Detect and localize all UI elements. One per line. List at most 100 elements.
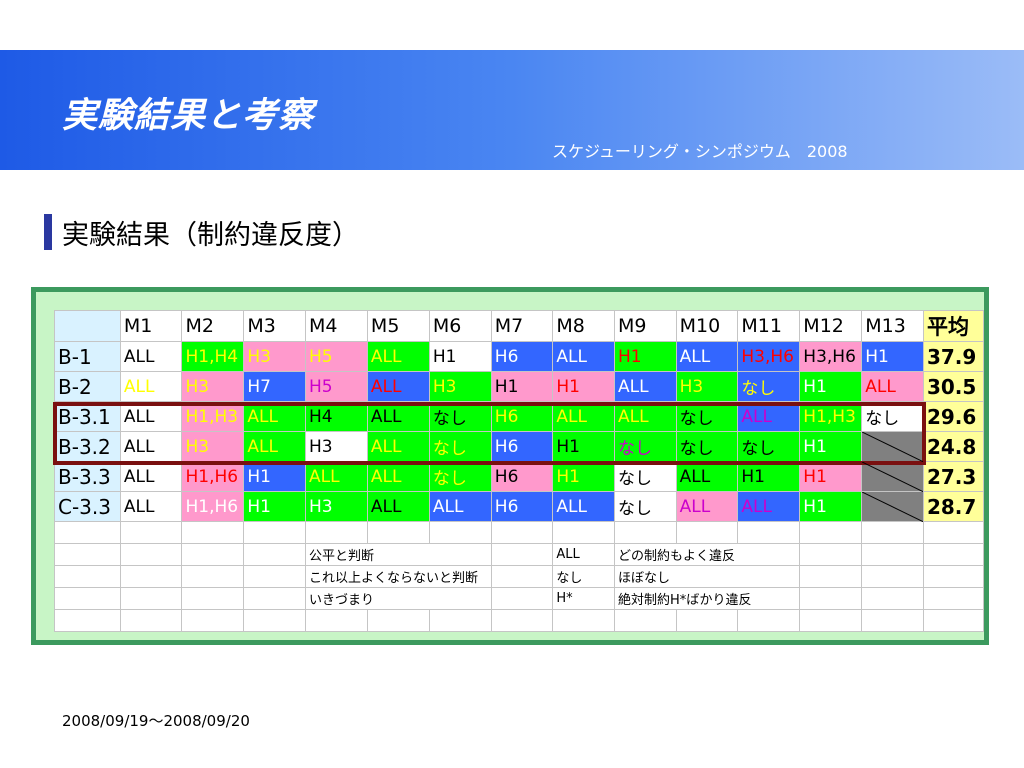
legend-code: ALL xyxy=(552,543,615,566)
empty-cell xyxy=(54,565,121,588)
conference-name: スケジューリング・シンポジウム 2008 xyxy=(552,142,848,161)
result-cell: ALL xyxy=(119,461,183,492)
empty-cell xyxy=(675,609,739,632)
average-cell: 29.6 xyxy=(922,401,985,432)
empty-cell xyxy=(861,609,924,632)
footer-date: 2008/09/19～2008/09/20 xyxy=(62,712,250,730)
table-header-row: M1 M2 M3 M4 M5 M6 M7 M8 M9 M10 M11 M12 M13 平均 xyxy=(54,310,985,342)
result-cell: なし xyxy=(613,461,677,492)
result-cell: ALL xyxy=(119,431,183,462)
row-label: B-3.2 xyxy=(54,431,121,462)
average-cell: 27.3 xyxy=(922,461,985,492)
empty-cell xyxy=(119,609,183,632)
result-cell: H3 xyxy=(181,371,245,402)
empty-cell xyxy=(305,521,368,544)
result-cell: H3 xyxy=(181,431,245,462)
column-header-m2: M2 xyxy=(181,310,245,342)
table-row: C-3.3 ALL H1,H6 H1 H3 ALL ALL H6 ALL なし ALL ALL H1 28… xyxy=(54,491,985,522)
empty-cell xyxy=(490,521,554,544)
result-cell: H5 xyxy=(305,371,368,402)
result-cell: ALL xyxy=(119,341,183,372)
column-header-m4: M4 xyxy=(305,310,368,342)
legend-code: なし xyxy=(552,565,615,588)
empty-cell xyxy=(54,543,121,566)
column-header-m13: M13 xyxy=(861,310,924,342)
result-cell: なし xyxy=(428,461,492,492)
result-cell: ALL xyxy=(119,371,183,402)
empty-cell xyxy=(119,543,183,566)
empty-cell xyxy=(922,587,985,610)
section-heading: 実験結果（制約違反度） xyxy=(44,212,359,252)
empty-cell xyxy=(428,521,492,544)
legend-color-label: 公平と判断 xyxy=(305,543,492,566)
result-cell: ALL xyxy=(861,371,924,402)
slide-title: 実験結果と考察 xyxy=(62,96,315,136)
diagonal-slash xyxy=(861,431,924,462)
empty-cell xyxy=(552,521,615,544)
table-row: B-2 ALL H3 H7 H5 ALL H3 H1 H1 ALL H3 なし H1 ALL 30.5 xyxy=(54,371,985,402)
result-cell: ALL xyxy=(366,401,430,432)
result-cell: ALL xyxy=(737,491,801,522)
empty-cell xyxy=(243,609,306,632)
section-heading-text: 実験結果（制約違反度） xyxy=(62,219,359,251)
empty-cell xyxy=(366,521,430,544)
legend-code-meaning: 絶対制約H*ばかり違反 xyxy=(613,587,801,610)
column-header-m5: M5 xyxy=(366,310,430,342)
empty-cell xyxy=(922,543,985,566)
row-label: B-3.3 xyxy=(54,461,121,492)
blank-row xyxy=(54,609,985,632)
table-row: B-3.3 ALL H1,H6 H1 ALL ALL なし H6 H1 なし ALL H1 H1 27.3 xyxy=(54,461,985,492)
legend-swatch xyxy=(243,587,306,610)
row-label: B-3.1 xyxy=(54,401,121,432)
empty-cell xyxy=(181,565,245,588)
result-cell: H5 xyxy=(305,341,368,372)
legend-color-label: これ以上よくならないと判断 xyxy=(305,565,492,588)
empty-cell xyxy=(490,565,554,588)
result-cell: H1 xyxy=(799,491,863,522)
empty-cell xyxy=(490,543,554,566)
corner-cell xyxy=(54,310,121,342)
result-cell: H6 xyxy=(490,491,554,522)
empty-cell xyxy=(861,521,924,544)
result-cell: なし xyxy=(737,431,801,462)
empty-cell xyxy=(54,609,121,632)
result-cell: ALL xyxy=(366,461,430,492)
column-header-m8: M8 xyxy=(552,310,615,342)
result-cell: ALL xyxy=(613,401,677,432)
legend-code-meaning: ほぼなし xyxy=(613,565,801,588)
empty-cell xyxy=(428,609,492,632)
empty-cell xyxy=(119,521,183,544)
empty-cell xyxy=(181,609,245,632)
empty-cell xyxy=(613,609,677,632)
result-cell: H1 xyxy=(737,461,801,492)
empty-cell xyxy=(861,587,924,610)
result-cell: H3,H6 xyxy=(737,341,801,372)
result-cell: H7 xyxy=(243,371,306,402)
empty-cell xyxy=(119,587,183,610)
result-cell: ALL xyxy=(366,491,430,522)
result-cell: H1 xyxy=(799,371,863,402)
empty-cell xyxy=(861,565,924,588)
table-row: B-1 ALL H1,H4 H3 H5 ALL H1 H6 ALL H1 ALL H3,H6 H3,H6… xyxy=(54,341,985,372)
average-cell: 30.5 xyxy=(922,371,985,402)
row-label: C-3.3 xyxy=(54,491,121,522)
average-cell: 37.9 xyxy=(922,341,985,372)
slide-header: 実験結果と考察 スケジューリング・シンポジウム 2008 xyxy=(0,50,1024,170)
result-cell: H1,H6 xyxy=(181,491,245,522)
empty-cell xyxy=(922,609,985,632)
highlight-box xyxy=(53,402,926,465)
column-header-average: 平均 xyxy=(922,310,985,342)
empty-cell xyxy=(922,521,985,544)
result-cell: なし xyxy=(737,371,801,402)
result-cell: なし xyxy=(428,401,492,432)
result-cell: H1,H4 xyxy=(181,341,245,372)
empty-cell xyxy=(305,609,368,632)
empty-cell xyxy=(181,587,245,610)
result-cell: ALL xyxy=(305,461,368,492)
column-header-m7: M7 xyxy=(490,310,554,342)
result-cell: H1 xyxy=(613,341,677,372)
legend-code-meaning: どの制約もよく違反 xyxy=(613,543,801,566)
empty-cell xyxy=(799,609,863,632)
row-label: B-1 xyxy=(54,341,121,372)
column-header-m3: M3 xyxy=(243,310,306,342)
